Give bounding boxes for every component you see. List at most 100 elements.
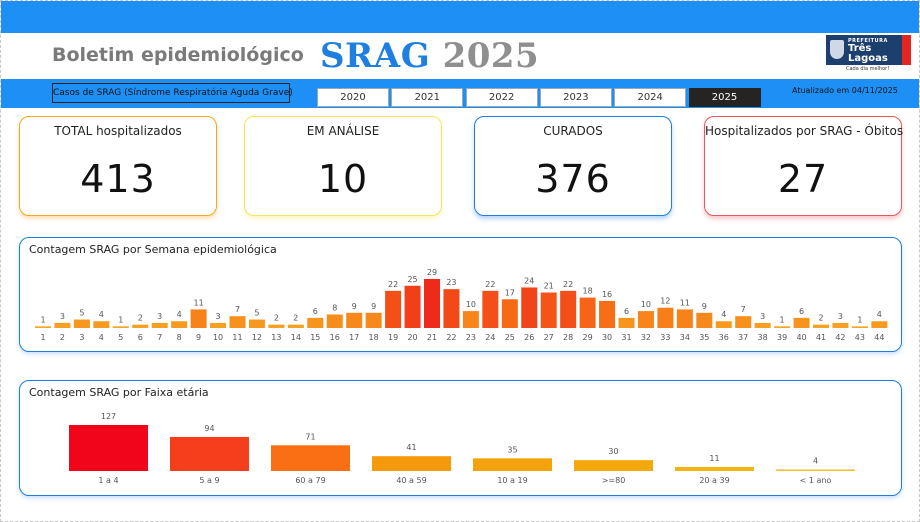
week-bar-31[interactable] xyxy=(618,317,635,328)
card-value: 27 xyxy=(777,157,829,201)
age-bar-6[interactable] xyxy=(574,460,653,471)
week-bar-17[interactable] xyxy=(346,312,363,328)
week-value-label: 4 xyxy=(99,310,104,319)
age-chart-title: Contagem SRAG por Faixa etária xyxy=(29,386,209,399)
week-bar-44[interactable] xyxy=(871,321,888,328)
week-bar-29[interactable] xyxy=(579,297,596,328)
week-category-label: 15 xyxy=(310,333,320,342)
week-bar-4[interactable] xyxy=(93,321,110,328)
week-value-label: 21 xyxy=(544,282,554,291)
week-category-label: 33 xyxy=(660,333,670,342)
week-bar-12[interactable] xyxy=(248,319,265,328)
card-label: Hospitalizados por SRAG - Óbitos xyxy=(705,124,904,138)
week-bar-37[interactable] xyxy=(735,316,752,328)
week-category-label: 34 xyxy=(680,333,690,342)
year-button-2023[interactable]: 2023 xyxy=(539,88,612,107)
weekly-chart-panel: Contagem SRAG por Semana epidemiológica … xyxy=(19,237,902,352)
week-bar-26[interactable] xyxy=(521,287,538,328)
year-button-2020[interactable]: 2020 xyxy=(317,88,389,107)
week-category-label: 14 xyxy=(291,333,301,342)
week-value-label: 22 xyxy=(485,280,495,289)
year-button-2022[interactable]: 2022 xyxy=(465,88,538,107)
week-bar-34[interactable] xyxy=(676,309,693,328)
year-button-2024[interactable]: 2024 xyxy=(614,88,687,107)
age-bar-2[interactable] xyxy=(170,436,249,471)
week-bar-8[interactable] xyxy=(171,321,188,328)
week-bar-35[interactable] xyxy=(696,312,713,328)
week-bar-24[interactable] xyxy=(482,290,499,328)
week-value-label: 5 xyxy=(79,309,84,318)
title-srag: SRAG xyxy=(320,36,431,76)
age-bar-5[interactable] xyxy=(473,458,552,471)
week-category-label: 25 xyxy=(505,333,515,342)
age-bar-8[interactable] xyxy=(776,469,855,472)
week-value-label: 6 xyxy=(313,307,318,316)
week-bar-32[interactable] xyxy=(637,311,654,328)
week-bar-14[interactable] xyxy=(287,324,304,328)
week-category-label: 18 xyxy=(369,333,379,342)
week-bar-21[interactable] xyxy=(424,279,440,328)
week-bar-7[interactable] xyxy=(151,322,168,328)
week-bar-6[interactable] xyxy=(132,324,149,328)
week-value-label: 11 xyxy=(194,298,204,307)
week-category-label: 41 xyxy=(816,333,826,342)
week-value-label: 22 xyxy=(388,280,398,289)
week-bar-23[interactable] xyxy=(462,311,479,328)
week-bar-20[interactable] xyxy=(404,285,421,328)
year-button-2021[interactable]: 2021 xyxy=(391,88,464,107)
age-value-label: 4 xyxy=(813,457,818,466)
week-bar-25[interactable] xyxy=(501,299,518,328)
week-bar-22[interactable] xyxy=(443,289,460,328)
week-bar-11[interactable] xyxy=(229,316,246,328)
week-bar-33[interactable] xyxy=(657,307,674,328)
age-value-label: 11 xyxy=(709,454,719,463)
age-bar-7[interactable] xyxy=(675,467,754,471)
age-value-label: 30 xyxy=(608,447,618,456)
week-bar-13[interactable] xyxy=(268,324,285,328)
week-bar-9[interactable] xyxy=(190,309,207,328)
week-bar-40[interactable] xyxy=(793,317,810,328)
week-bar-43[interactable] xyxy=(851,326,868,328)
week-category-label: 8 xyxy=(177,333,182,342)
week-bar-5[interactable] xyxy=(112,326,129,328)
week-category-label: 21 xyxy=(427,333,437,342)
week-value-label: 7 xyxy=(235,305,240,314)
week-bar-1[interactable] xyxy=(35,326,51,328)
age-bar-3[interactable] xyxy=(271,445,350,471)
age-chart-panel: Contagem SRAG por Faixa etária 127 1 a 4 9… xyxy=(19,380,902,496)
week-category-label: 5 xyxy=(118,333,123,342)
week-category-label: 43 xyxy=(855,333,865,342)
week-bar-30[interactable] xyxy=(599,300,616,328)
week-category-label: 20 xyxy=(407,333,417,342)
week-category-label: 7 xyxy=(157,333,162,342)
week-bar-42[interactable] xyxy=(832,322,849,328)
week-bar-16[interactable] xyxy=(326,314,343,328)
week-bar-10[interactable] xyxy=(210,322,227,328)
report-title: SRAG 2025 xyxy=(320,36,539,76)
year-button-2025[interactable]: 2025 xyxy=(688,88,761,107)
week-value-label: 9 xyxy=(371,302,376,311)
week-bar-2[interactable] xyxy=(54,322,71,328)
age-chart: 127 1 a 4 94 5 a 9 71 60 a 79 41 40 a 59 35 10 a … xyxy=(69,412,855,485)
week-value-label: 9 xyxy=(702,302,707,311)
week-bar-36[interactable] xyxy=(715,321,732,328)
city-logo: PREFEITURA Três Lagoas Cada dia melhor! xyxy=(826,35,912,72)
age-bar-1[interactable] xyxy=(69,425,148,471)
week-bar-41[interactable] xyxy=(813,324,829,328)
card-value: 10 xyxy=(317,157,369,201)
week-bar-15[interactable] xyxy=(307,317,324,328)
week-bar-38[interactable] xyxy=(754,322,771,328)
week-bar-18[interactable] xyxy=(365,312,382,328)
week-bar-28[interactable] xyxy=(560,290,577,328)
week-bar-27[interactable] xyxy=(540,292,557,328)
card-label: TOTAL hospitalizados xyxy=(54,124,182,138)
age-bar-4[interactable] xyxy=(372,456,451,471)
age-category-label: 10 a 19 xyxy=(497,476,527,485)
coat-of-arms-icon xyxy=(830,40,844,59)
week-bar-19[interactable] xyxy=(385,290,402,328)
week-bar-3[interactable] xyxy=(73,319,90,328)
week-category-label: 40 xyxy=(796,333,806,342)
week-value-label: 10 xyxy=(466,300,476,309)
week-category-label: 19 xyxy=(388,333,398,342)
week-bar-39[interactable] xyxy=(774,326,791,328)
